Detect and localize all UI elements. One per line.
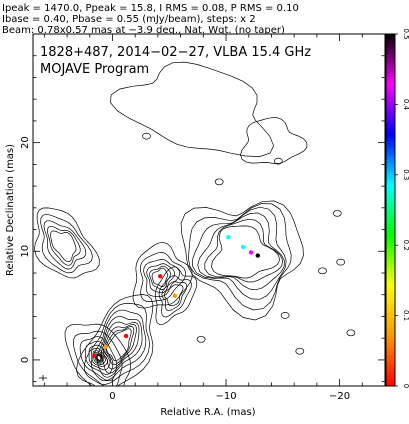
contour-line: [197, 212, 285, 291]
contour-line: [84, 340, 114, 375]
contour-line: [76, 294, 154, 386]
plot-area: [33, 34, 385, 386]
contour-region-west-lobe: [180, 200, 304, 321]
contour-line: [105, 328, 132, 362]
contour-line: [94, 353, 103, 363]
header-line-1: Ipeak = 1470.0, Ppeak = 15.8, I RMS = 0.…: [2, 3, 299, 14]
polarization-layer: [92, 235, 260, 358]
contour-line: [214, 178, 224, 186]
header-line-3: Beam: 0.78x0.57 mas at −3.9 deg., Nat. W…: [2, 25, 285, 36]
y-axis-label: Relative Declination (mas): [5, 144, 16, 276]
contour-line: [336, 258, 346, 266]
contour-line: [295, 347, 305, 355]
contour-line: [34, 207, 100, 279]
contour-line: [346, 329, 356, 337]
y-tick-label: 20: [20, 136, 31, 149]
beam-layer: [39, 375, 47, 381]
contour-line: [151, 267, 168, 287]
source-annotation: 1828+487, 2014−02−27, VLBA 15.4 GHz: [40, 45, 311, 60]
contour-layer: [34, 61, 356, 386]
colorbar-tick-label: 0.2: [402, 240, 409, 251]
contour-line: [273, 157, 283, 165]
x-tick-label: 0: [109, 391, 115, 402]
contour-line: [161, 281, 188, 312]
contour-line: [188, 203, 292, 311]
header-line-2: Ibase = 0.40, Pbase = 0.55 (mJy/beam), s…: [2, 14, 256, 25]
contour-line: [47, 225, 81, 266]
colorbar-ticks: 0 0.1 0.2 0.3 0.4 0.5: [395, 28, 409, 388]
plot-frame: [32, 33, 386, 387]
contour-line: [104, 326, 135, 366]
polarization-spot: [158, 274, 163, 279]
contour-line: [318, 267, 327, 275]
y-tick-label: 10: [20, 245, 31, 258]
polarization-spot: [123, 333, 129, 339]
contour-line: [110, 61, 274, 157]
contour-line: [139, 252, 187, 302]
contour-region-core: [64, 323, 132, 386]
colorbar-tick-label: 0.1: [402, 310, 409, 321]
polarization-spot: [255, 253, 260, 258]
contour-line: [79, 336, 117, 382]
contour-line: [132, 241, 193, 309]
contour-line: [192, 206, 287, 300]
polarization-spot: [103, 344, 108, 350]
contour-line: [91, 309, 147, 382]
contour-line: [196, 335, 206, 343]
contour-line: [40, 213, 93, 274]
colorbar-tick-label: 0.3: [402, 169, 409, 180]
contour-line: [83, 303, 150, 385]
contour-line: [96, 315, 143, 378]
axis-ticks: 0 −10 −20 0 10 20: [20, 33, 386, 402]
contour-line: [180, 200, 304, 321]
contour-region-inner-jet: [76, 294, 154, 386]
contour-line: [50, 230, 77, 263]
colorbar-tick-label: 0.5: [402, 28, 409, 39]
contour-line: [204, 218, 284, 283]
polarization-spot: [172, 293, 178, 298]
contour-line: [100, 321, 140, 374]
x-axis-label: Relative R.A. (mas): [160, 407, 255, 418]
contour-region-jet-knot-b: [154, 266, 198, 326]
contour-line: [43, 220, 87, 270]
polarization-spot: [248, 250, 254, 255]
contour-line: [332, 209, 342, 217]
contour-line: [211, 225, 281, 279]
polarization-spot: [226, 235, 231, 240]
contour-line: [64, 323, 132, 386]
contour-line: [158, 275, 192, 318]
contour-line: [154, 266, 198, 326]
contour-region-northwest-diffuse: [240, 117, 308, 164]
colorbar-tick-label: 0: [402, 384, 409, 388]
contour-line: [240, 117, 308, 164]
polarization-spot: [92, 353, 97, 358]
contour-line: [93, 352, 105, 364]
colorbar: [385, 33, 396, 387]
x-tick-label: −10: [215, 391, 236, 402]
contour-line: [103, 324, 137, 370]
x-tick-label: −20: [329, 391, 350, 402]
contour-line: [88, 344, 111, 371]
contour-line: [142, 132, 151, 140]
contour-region-northeast-knot: [34, 207, 100, 279]
program-annotation: MOJAVE Program: [40, 62, 149, 77]
contour-line: [164, 284, 184, 307]
polarization-spot: [240, 244, 246, 250]
y-tick-label: 0: [20, 357, 31, 363]
contour-line: [280, 312, 290, 319]
contour-region-northern-diffuse: [110, 61, 274, 157]
colorbar-tick-label: 0.4: [402, 99, 409, 111]
